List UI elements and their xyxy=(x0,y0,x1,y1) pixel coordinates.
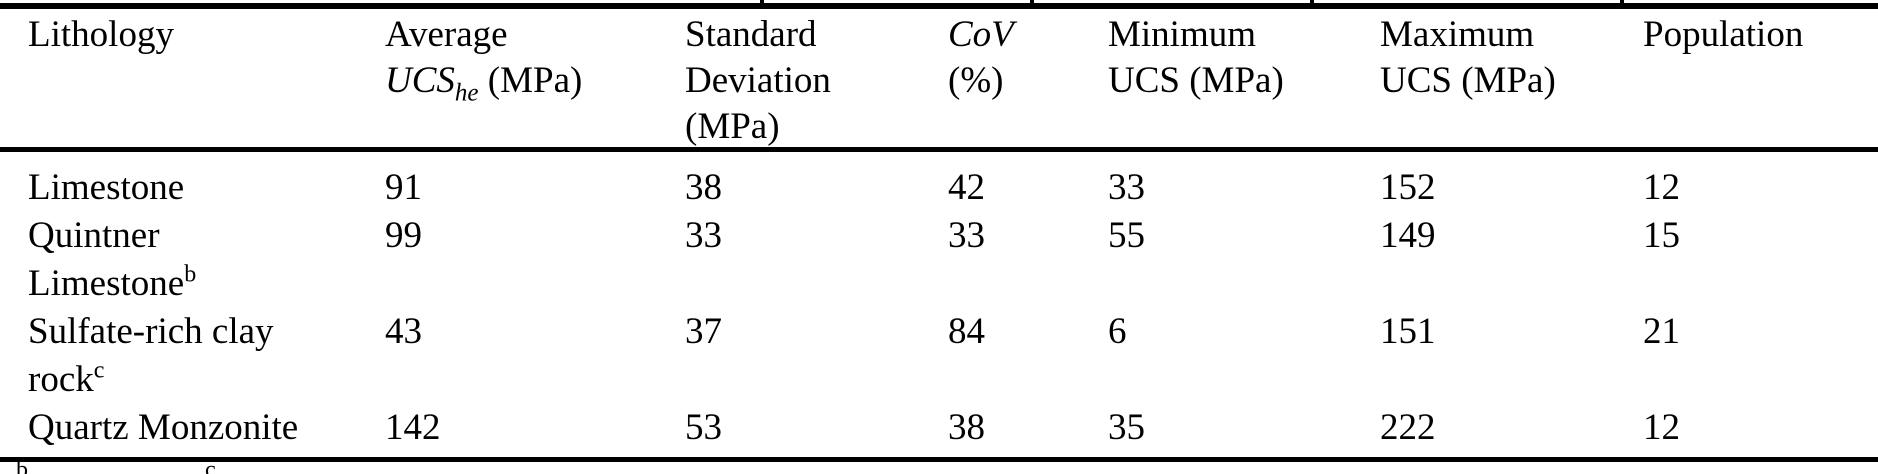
cell-average-ucs: 91 xyxy=(385,167,422,208)
table-bottom-rule xyxy=(0,457,1878,462)
table-header-row: Lithology Average UCShe (MPa) Standard D… xyxy=(0,12,1878,150)
table-header-rule xyxy=(0,147,1878,152)
cell-population: 21 xyxy=(1643,311,1680,352)
cell-std-dev: 38 xyxy=(685,167,722,208)
table-body: Limestone 91 38 42 33 152 12 Quintner Li… xyxy=(0,164,1878,452)
cell-population: 12 xyxy=(1643,407,1680,448)
cell-average-ucs: 99 xyxy=(385,215,422,256)
col-header-minimum-ucs: Minimum UCS (MPa) xyxy=(1108,12,1380,104)
clipped-footnote-marker-b: b xyxy=(16,462,28,474)
table-row-limestone: Limestone 91 38 42 33 152 12 xyxy=(0,164,1878,212)
cell-cov: 38 xyxy=(948,407,985,448)
col-header-min-line1: Minimum xyxy=(1108,14,1257,55)
lithology-line1: Sulfate-rich clay xyxy=(28,311,274,352)
cov-symbol: CoV xyxy=(948,14,1014,55)
col-header-cov: CoV (%) xyxy=(948,12,1108,104)
clipped-footnote-line: b c xyxy=(0,462,1878,474)
cell-average-ucs: 142 xyxy=(385,407,441,448)
col-header-population-label: Population xyxy=(1643,14,1804,55)
lithology-line1: Quintner xyxy=(28,215,160,256)
table-row-quintner-limestone: Quintner Limestoneb 99 33 33 55 149 15 xyxy=(0,212,1878,308)
clipped-caption-descender xyxy=(1030,0,1034,3)
cell-lithology: Quintner Limestoneb xyxy=(28,212,385,308)
col-header-average-line2: UCShe (MPa) xyxy=(385,58,685,107)
col-header-std-line2: Deviation xyxy=(685,60,831,101)
table-row-sulfate-rich-clay-rock: Sulfate-rich clay rockc 43 37 84 6 151 2… xyxy=(0,308,1878,404)
col-header-lithology-label: Lithology xyxy=(28,14,174,55)
cell-lithology: Quartz Monzonite xyxy=(28,407,299,448)
cell-max-ucs: 152 xyxy=(1380,167,1436,208)
lithology-line2-text: rock xyxy=(28,359,94,400)
col-header-std-line3: (MPa) xyxy=(685,106,780,147)
cell-min-ucs: 55 xyxy=(1108,215,1145,256)
cell-population: 15 xyxy=(1643,215,1680,256)
cell-max-ucs: 149 xyxy=(1380,215,1436,256)
ucs-symbol: UCS xyxy=(385,60,455,101)
lithology-line2-text: Limestone xyxy=(28,263,185,304)
clipped-caption-descender xyxy=(1620,0,1624,3)
cell-population: 12 xyxy=(1643,167,1680,208)
footnote-marker-c-top: c xyxy=(205,462,216,474)
footnote-marker-c: c xyxy=(93,357,105,384)
col-header-min-line2: UCS (MPa) xyxy=(1108,60,1284,101)
footnote-marker-b: b xyxy=(184,261,197,288)
cell-std-dev: 53 xyxy=(685,407,722,448)
clipped-caption-descender xyxy=(1310,0,1314,3)
cell-average-ucs: 43 xyxy=(385,311,422,352)
table-row-quartz-monzonite: Quartz Monzonite 142 53 38 35 222 12 xyxy=(0,404,1878,452)
cell-std-dev: 37 xyxy=(685,311,722,352)
table-top-rule xyxy=(0,3,1878,9)
col-header-average-ucs: Average UCShe (MPa) xyxy=(385,12,685,107)
col-header-maximum-ucs: Maximum UCS (MPa) xyxy=(1380,12,1643,104)
col-header-max-line2: UCS (MPa) xyxy=(1380,60,1556,101)
col-header-max-line1: Maximum xyxy=(1380,14,1535,55)
col-header-std-line1: Standard xyxy=(685,14,817,55)
cell-cov: 42 xyxy=(948,167,985,208)
col-header-lithology: Lithology xyxy=(28,12,385,58)
ucs-unit: (MPa) xyxy=(478,60,583,101)
cell-max-ucs: 151 xyxy=(1380,311,1436,352)
col-header-population: Population xyxy=(1643,12,1878,58)
footnote-marker-b-top: b xyxy=(16,462,28,474)
cell-min-ucs: 6 xyxy=(1108,311,1127,352)
cell-min-ucs: 33 xyxy=(1108,167,1145,208)
cell-min-ucs: 35 xyxy=(1108,407,1145,448)
col-header-average-line1: Average xyxy=(385,14,508,55)
cell-cov: 84 xyxy=(948,311,985,352)
col-header-std-deviation: Standard Deviation (MPa) xyxy=(685,12,948,150)
lithology-line2: rockc xyxy=(28,356,385,404)
cell-max-ucs: 222 xyxy=(1380,407,1436,448)
ucs-subscript: he xyxy=(454,79,479,107)
cell-cov: 33 xyxy=(948,215,985,256)
clipped-caption-descender xyxy=(760,0,764,3)
cell-std-dev: 33 xyxy=(685,215,722,256)
clipped-footnote-marker-c: c xyxy=(205,462,216,474)
cell-lithology: Sulfate-rich clay rockc xyxy=(28,308,385,404)
cov-unit: (%) xyxy=(948,60,1004,101)
lithology-line2: Limestoneb xyxy=(28,260,385,308)
cell-lithology: Limestone xyxy=(28,167,185,208)
